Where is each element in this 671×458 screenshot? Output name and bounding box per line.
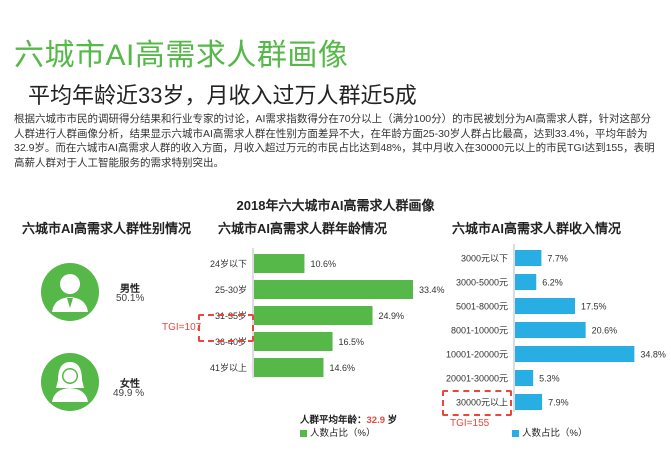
income-bar [515, 370, 534, 386]
panel-heading: 2018年六大城市AI高需求人群画像 [236, 198, 435, 213]
age-value-label: 33.4% [419, 285, 445, 295]
female-label: 女性 [120, 379, 140, 390]
income-category-label: 30000元以上 [456, 398, 508, 408]
age-value-label: 24.9% [379, 311, 405, 321]
income-bar [515, 298, 576, 314]
income-category-label: 20001-30000元 [446, 374, 508, 384]
income-value-label: 5.3% [539, 374, 560, 384]
average-age-prefix: 人群平均年龄： [300, 415, 367, 426]
page-subtitle: 平均年龄近33岁，月收入过万人群近5成 [28, 83, 417, 108]
age-value-label: 14.6% [329, 363, 355, 373]
age-legend: 人数占比（%） [300, 425, 375, 439]
income-section-title: 六城市AI高需求人群收入情况 [452, 221, 622, 236]
age-category-label: 24岁以下 [210, 258, 247, 269]
income-bar [515, 250, 542, 266]
age-tgi-label: TGI=107 [162, 322, 202, 333]
male-value: 50.1% [116, 293, 145, 304]
income-category-label: 10001-20000元 [446, 350, 508, 360]
age-bar [254, 358, 324, 377]
age-legend-swatch [300, 429, 307, 437]
gender-section-title: 六城市AI高需求人群性别情况 [22, 221, 192, 236]
income-tgi-label: TGI=155 [450, 418, 490, 429]
average-age-suffix: 岁 [385, 415, 398, 426]
page-title: 六城市AI高需求人群画像 [14, 39, 349, 72]
average-age-value: 32.9 [366, 415, 386, 426]
income-value-label: 7.9% [548, 398, 569, 408]
age-bar [254, 254, 305, 273]
age-category-label: 25-30岁 [215, 284, 247, 295]
income-legend: 人数占比（%） [512, 425, 587, 439]
income-category-label: 3000-5000元 [456, 278, 508, 288]
income-category-label: 3000元以下 [461, 254, 508, 264]
income-value-label: 6.2% [542, 278, 563, 288]
age-category-label: 41岁以上 [210, 362, 247, 373]
income-legend-swatch [512, 429, 519, 437]
age-bar [254, 332, 333, 351]
income-category-label: 8001-10000元 [451, 326, 508, 336]
income-value-label: 20.6% [592, 326, 618, 336]
income-legend-label: 人数占比（%） [522, 428, 588, 439]
income-value-label: 7.7% [547, 254, 568, 264]
age-bar [254, 306, 373, 325]
male-label: 男性 [120, 284, 140, 295]
age-bar [254, 280, 413, 299]
income-bar [515, 274, 537, 290]
income-value-label: 34.8% [640, 350, 666, 360]
average-age-line: 人群平均年龄：32.9 岁 [300, 412, 397, 426]
income-highlight-box [442, 390, 512, 416]
income-bar [515, 322, 586, 338]
age-legend-label: 人数占比（%） [310, 428, 376, 439]
female-value: 49.9 % [113, 388, 145, 399]
income-value-label: 17.5% [581, 302, 607, 312]
income-bar [515, 394, 543, 410]
age-highlight-box [198, 314, 254, 342]
age-value-label: 10.6% [310, 259, 336, 269]
description-paragraph: 根据六城市市民的调研得分结果和行业专家的讨论，AI需求指数得分在70分以上（满分… [14, 113, 655, 169]
income-bar [515, 346, 635, 362]
age-section-title: 六城市AI高需求人群年龄情况 [218, 221, 388, 236]
income-category-label: 5001-8000元 [456, 302, 508, 312]
age-value-label: 16.5% [339, 337, 365, 347]
